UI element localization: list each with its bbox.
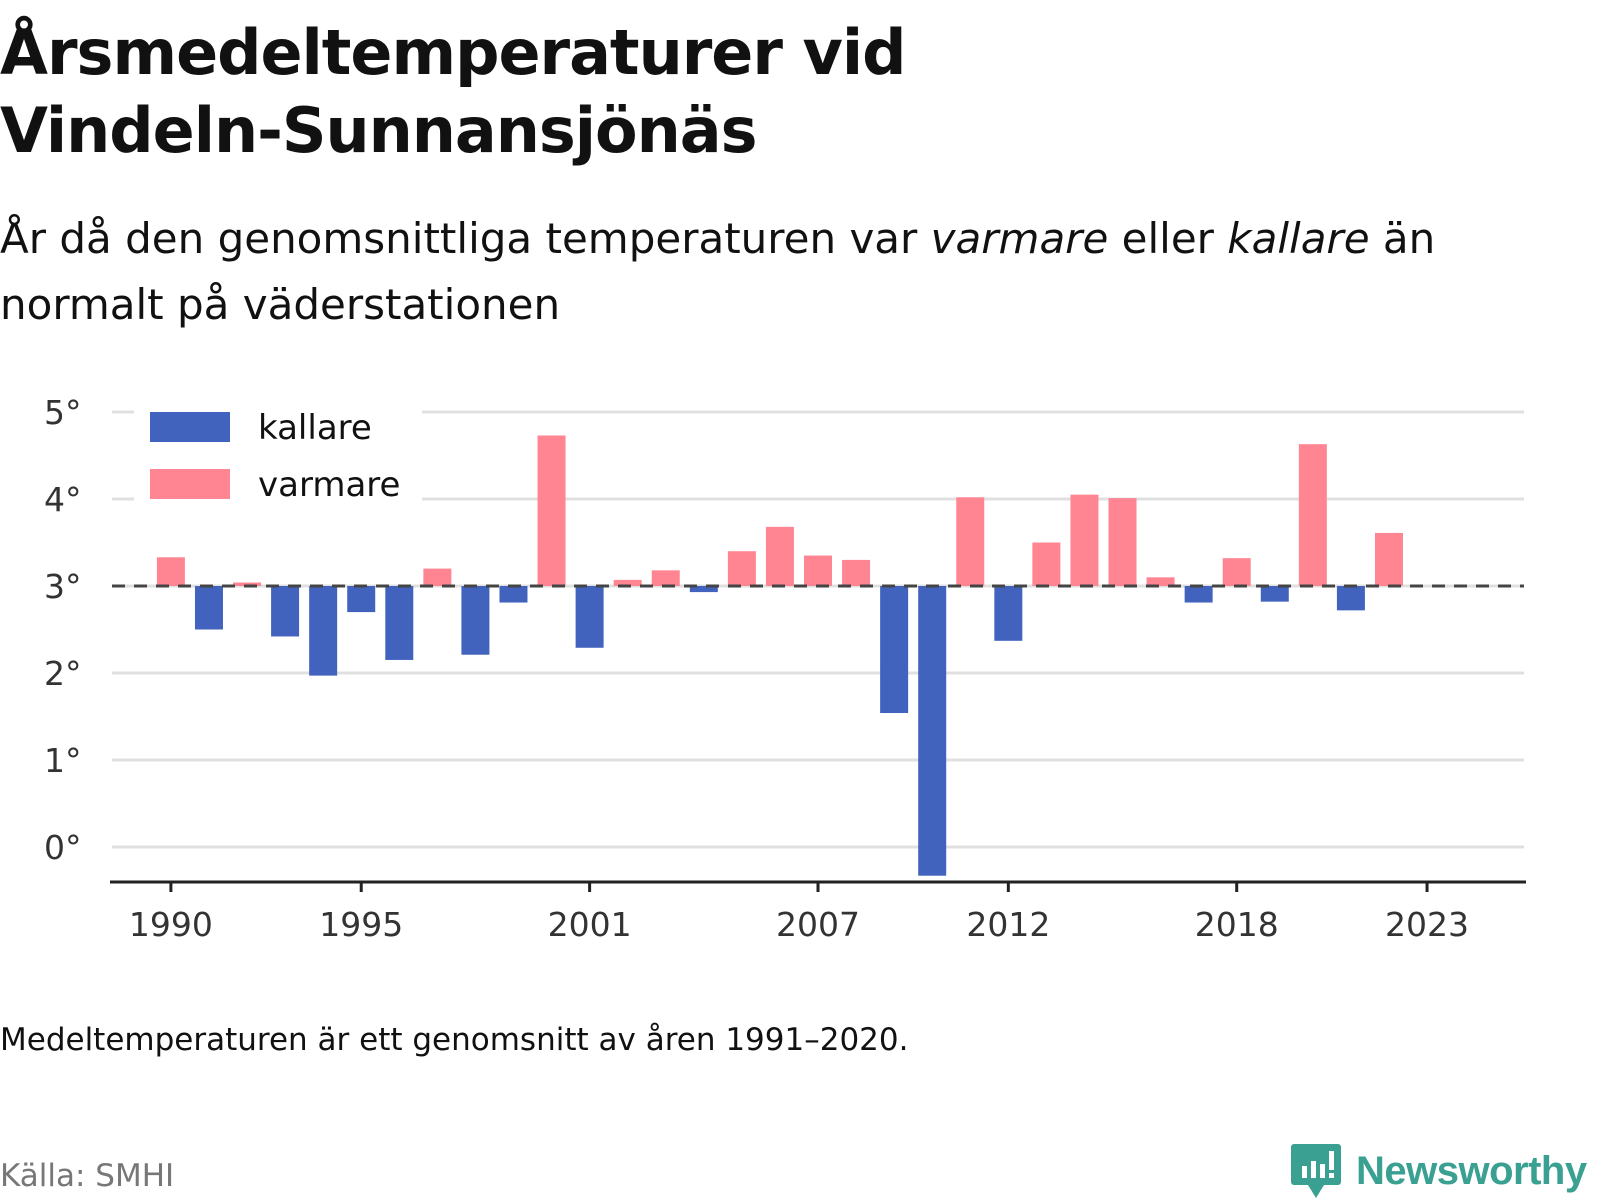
x-tick-label: 2007 xyxy=(776,905,860,944)
x-tick-label: 2023 xyxy=(1385,905,1469,944)
bar-kallare xyxy=(309,586,338,676)
chart-note: Medeltemperaturen är ett genomsnitt av å… xyxy=(0,1022,909,1058)
bar-varmare xyxy=(1108,498,1137,586)
chart-title: Årsmedeltemperaturer vid Vindeln-Sunnans… xyxy=(0,16,907,167)
bar-kallare xyxy=(194,586,223,630)
legend-label-varmare: varmare xyxy=(258,465,400,505)
bar-kallare xyxy=(1260,586,1289,602)
bar-varmare xyxy=(423,568,452,586)
bar-kallare xyxy=(575,586,604,648)
subtitle-part-2: eller xyxy=(1108,214,1228,263)
newsworthy-logo-icon xyxy=(1291,1144,1341,1198)
bar-kallare xyxy=(385,586,414,660)
bar-varmare xyxy=(651,570,680,586)
bar-kallare xyxy=(689,586,718,593)
bar-varmare xyxy=(727,551,756,586)
bar-kallare xyxy=(499,586,528,603)
y-tick-label: 5° xyxy=(44,393,82,432)
x-tick-label: 1995 xyxy=(319,905,403,944)
x-tick-label: 2018 xyxy=(1195,905,1279,944)
temperature-bar-chart: 0° 1° 2° 3° 4° 5° 1990 1995 2001 2007 2012 2018 202… xyxy=(44,393,1526,944)
x-tick-label: 1990 xyxy=(129,905,213,944)
bar-kallare xyxy=(271,586,300,637)
chart-subtitle: År då den genomsnittliga temperaturen va… xyxy=(0,206,1560,338)
bars-layer xyxy=(156,435,1403,876)
bar-kallare xyxy=(918,586,947,876)
bar-varmare xyxy=(613,579,642,586)
bar-varmare xyxy=(1374,532,1403,586)
y-tick-label: 0° xyxy=(44,828,82,867)
bar-kallare xyxy=(1184,586,1213,603)
bar-varmare xyxy=(156,557,185,586)
x-tick-label: 2012 xyxy=(966,905,1050,944)
bar-kallare xyxy=(994,586,1023,641)
bar-kallare xyxy=(1336,586,1365,611)
legend-swatch-varmare xyxy=(150,469,230,499)
bar-varmare xyxy=(842,559,871,586)
y-tick-label: 1° xyxy=(44,741,82,780)
bar-varmare xyxy=(765,526,794,586)
bar-varmare xyxy=(1298,444,1327,586)
legend-swatch-kallare xyxy=(150,412,230,442)
x-axis: 1990 1995 2001 2007 2012 2018 2023 xyxy=(110,880,1526,944)
bar-varmare xyxy=(1146,577,1175,586)
subtitle-part-3: än normalt på väderstationen xyxy=(0,214,1436,329)
bar-kallare xyxy=(880,586,909,714)
bar-varmare xyxy=(804,555,832,586)
source-label: Källa: SMHI xyxy=(0,1158,175,1194)
newsworthy-logo[interactable]: Newsworthy xyxy=(1290,1140,1600,1202)
bar-varmare xyxy=(1222,558,1251,586)
subtitle-part-1: År då den genomsnittliga temperaturen va… xyxy=(0,214,931,263)
logo-text: Newsworthy xyxy=(1356,1148,1587,1193)
y-tick-label: 4° xyxy=(44,480,82,519)
bar-varmare xyxy=(956,497,985,586)
bar-kallare xyxy=(347,586,376,613)
y-tick-label: 2° xyxy=(44,654,82,693)
subtitle-cold-word: kallare xyxy=(1227,214,1370,263)
bar-varmare xyxy=(1032,542,1061,586)
subtitle-warm-word: varmare xyxy=(930,214,1109,263)
bar-kallare xyxy=(461,586,490,655)
y-tick-label: 3° xyxy=(44,567,82,606)
x-tick-label: 2001 xyxy=(548,905,632,944)
bar-varmare xyxy=(1070,494,1099,586)
legend: kallare varmare xyxy=(134,404,422,524)
bar-varmare xyxy=(233,582,262,586)
bar-varmare xyxy=(537,435,566,586)
legend-label-kallare: kallare xyxy=(258,408,372,448)
